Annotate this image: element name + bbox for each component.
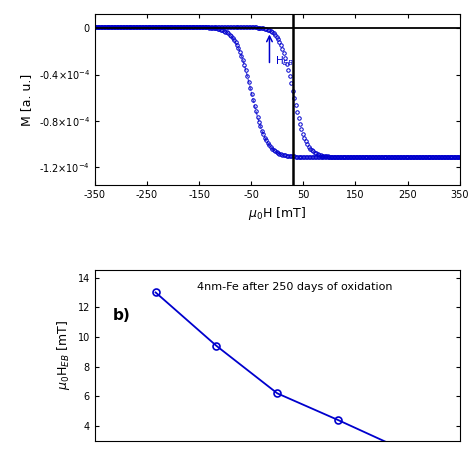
Text: b): b) <box>113 308 131 323</box>
X-axis label: $\mu_0$H [mT]: $\mu_0$H [mT] <box>248 205 306 222</box>
Text: H$_{EB}$: H$_{EB}$ <box>274 54 294 68</box>
Text: 4nm-Fe after 250 days of oxidation: 4nm-Fe after 250 days of oxidation <box>197 282 392 292</box>
Y-axis label: $\mu_0$H$_{EB}$ [mT]: $\mu_0$H$_{EB}$ [mT] <box>55 320 72 391</box>
Y-axis label: M [a. u.]: M [a. u.] <box>20 73 33 126</box>
